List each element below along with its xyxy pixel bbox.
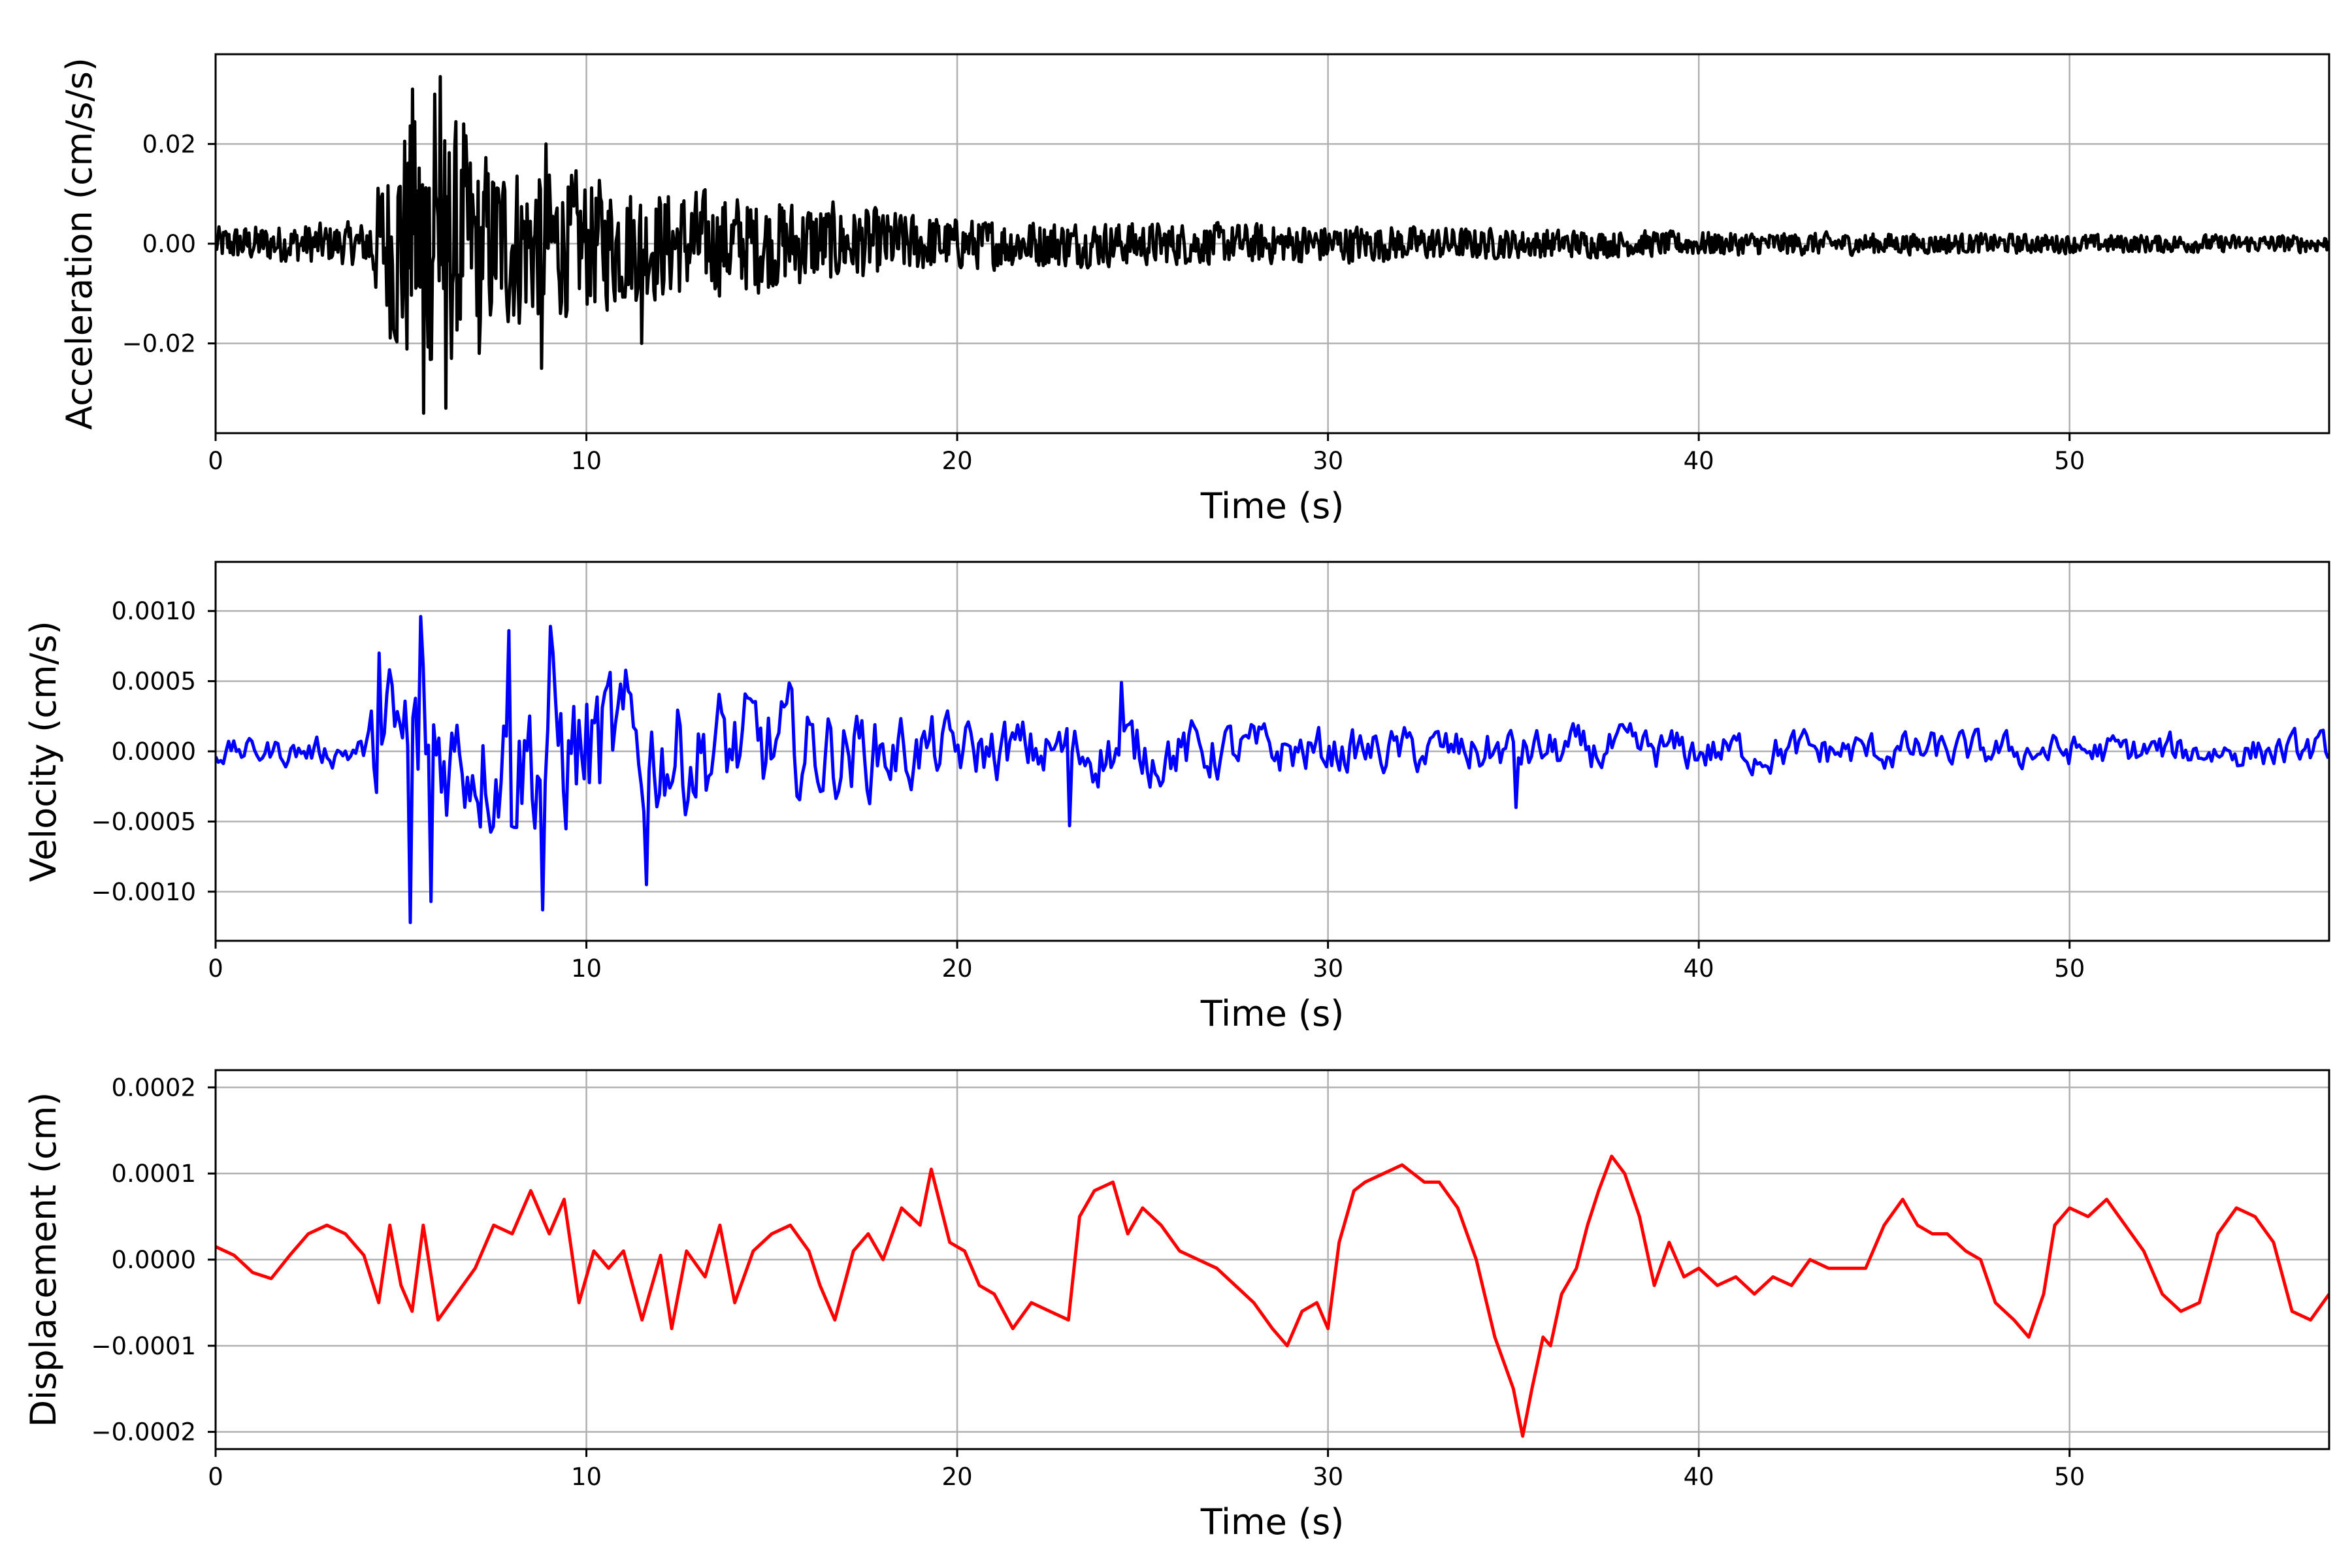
y-axis-label: Velocity (cm/s)	[23, 621, 64, 882]
y-tick-label: −0.0010	[91, 878, 196, 906]
y-tick-label: 0.0005	[112, 668, 196, 696]
x-tick-label: 0	[208, 447, 223, 475]
x-tick-label: 40	[1684, 1463, 1714, 1491]
x-tick-label: 10	[571, 955, 602, 983]
y-tick-label: 0.0000	[112, 738, 196, 766]
y-tick-label: 0.0001	[112, 1160, 196, 1188]
y-axis-label: Acceleration (cm/s/s)	[59, 57, 100, 430]
x-tick-label: 10	[571, 447, 602, 475]
y-tick-label: 0.0000	[112, 1246, 196, 1274]
y-tick-label: 0.0010	[112, 597, 196, 625]
x-tick-label: 0	[208, 1463, 223, 1491]
x-axis-label: Time (s)	[1200, 1501, 1345, 1543]
x-tick-label: 20	[942, 955, 973, 983]
x-tick-label: 50	[2054, 1463, 2085, 1491]
y-tick-label: −0.0002	[91, 1418, 196, 1446]
x-axis-label: Time (s)	[1200, 993, 1345, 1034]
y-tick-label: 0.02	[142, 130, 196, 158]
x-tick-label: 30	[1313, 1463, 1343, 1491]
y-axis-label: Displacement (cm)	[23, 1092, 64, 1428]
y-tick-label: −0.02	[122, 330, 196, 358]
x-tick-label: 50	[2054, 447, 2085, 475]
y-tick-label: 0.0002	[112, 1073, 196, 1102]
y-tick-label: −0.0001	[91, 1332, 196, 1360]
x-tick-label: 30	[1313, 955, 1343, 983]
x-tick-label: 50	[2054, 955, 2085, 983]
acceleration-panel: 0 10 20 30 40 50 −0.02 0.00 0.02 Time (s) Accelera…	[59, 53, 2330, 527]
series-line	[216, 615, 2329, 924]
x-tick-label: 0	[208, 955, 223, 983]
y-tick-label: −0.0005	[91, 808, 196, 836]
displacement-panel: 0 10 20 30 40 50 −0.0002 −0.0001 0.0000 0.0001 0.0…	[23, 1069, 2330, 1543]
x-tick-label: 40	[1684, 447, 1714, 475]
x-tick-label: 20	[942, 1463, 973, 1491]
x-tick-label: 10	[571, 1463, 602, 1491]
x-tick-label: 20	[942, 447, 973, 475]
x-axis-label: Time (s)	[1200, 485, 1345, 527]
x-tick-label: 30	[1313, 447, 1343, 475]
x-tick-label: 40	[1684, 955, 1714, 983]
velocity-panel: 0 10 20 30 40 50 −0.0010 −0.0005 0.0000 0.0005 0.0…	[23, 561, 2330, 1034]
series-line	[216, 74, 2329, 415]
series-line	[216, 1154, 2329, 1438]
y-tick-label: 0.00	[142, 230, 196, 258]
